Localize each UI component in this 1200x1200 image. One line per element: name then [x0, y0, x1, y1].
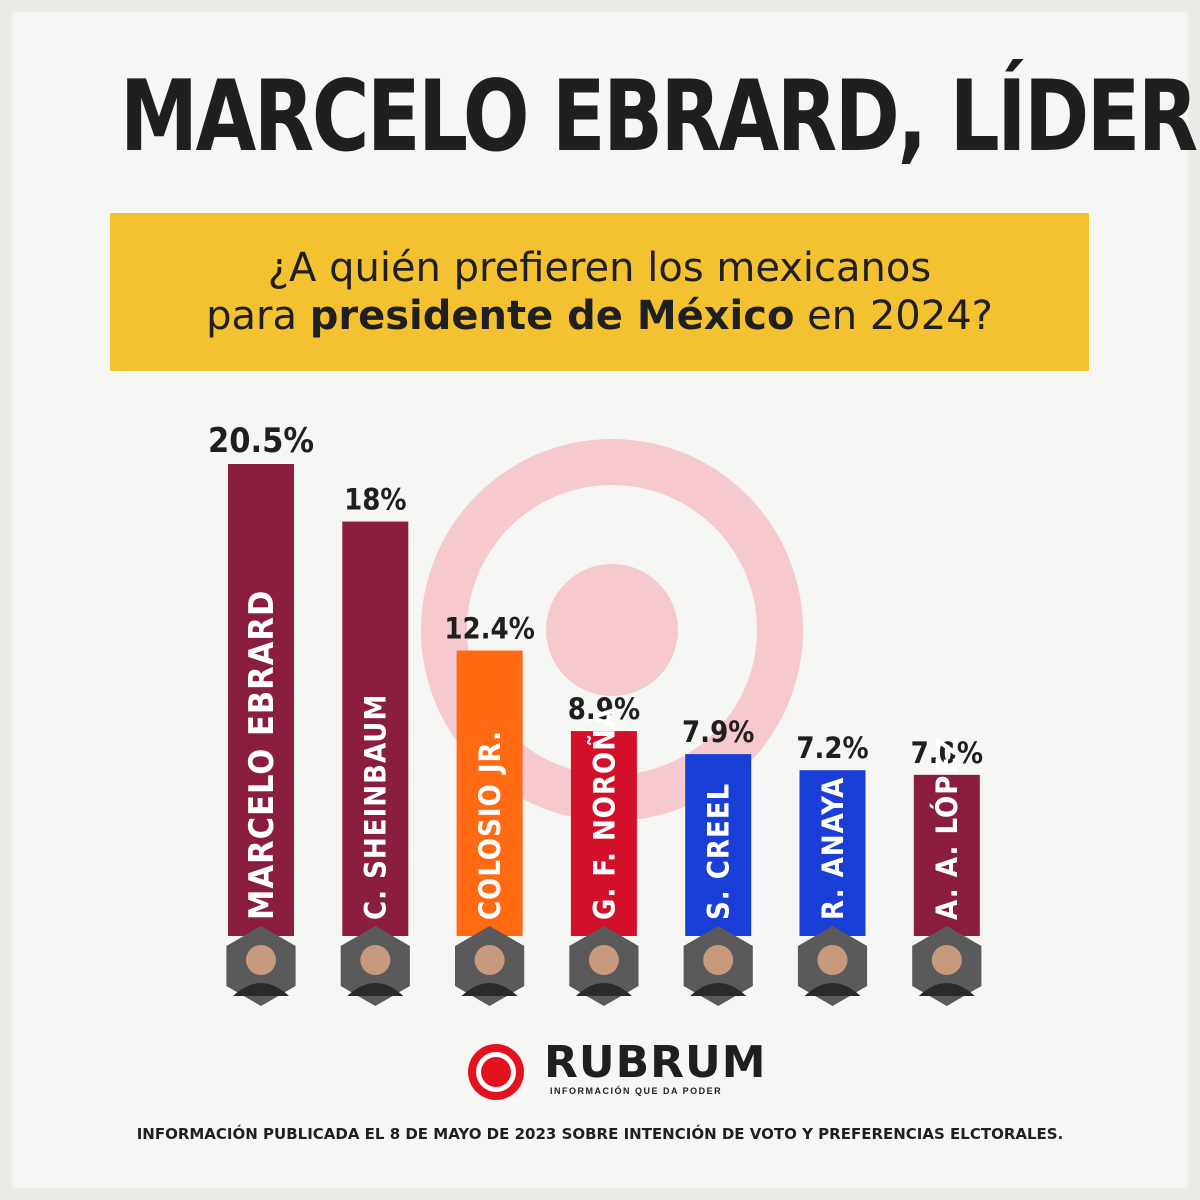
bar-name-label: COLOSIO JR.: [473, 730, 507, 920]
bar-group: 12.4% COLOSIO JR.: [444, 611, 535, 1006]
bar: [913, 774, 980, 936]
logo-word: RUBRUM: [544, 1037, 767, 1088]
bar-name-label: R. ANAYA: [816, 777, 850, 920]
bar-group: 7.2% R. ANAYA: [796, 731, 869, 1006]
bar: [570, 731, 637, 936]
portrait-body: [690, 983, 747, 996]
bar: [685, 754, 752, 936]
portrait-body: [804, 983, 861, 996]
bar-name-label: G. F. NOROÑA: [587, 707, 621, 920]
subtitle-line-2: para presidente de México en 2024?: [206, 292, 993, 340]
portrait-face: [360, 945, 391, 975]
subtitle-line-2-bold: presidente de México: [309, 293, 795, 339]
portrait-face: [931, 945, 962, 975]
value-label: 7.0%: [911, 736, 983, 770]
bar: [799, 770, 866, 936]
portrait-face: [817, 945, 848, 975]
value-label: 8.9%: [568, 692, 640, 726]
subtitle-line-2-post: en 2024?: [794, 293, 993, 339]
bars-layer: 20.5% MARCELO EBRARD 18% C. SHEINBAUM 12.4% C…: [208, 421, 983, 1006]
bar-name-label: MARCELO EBRARD: [242, 590, 282, 920]
portrait-face: [246, 945, 276, 975]
portrait-body: [918, 983, 975, 996]
headline: MARCELO EBRARD, LÍDER: [120, 60, 1198, 174]
bar-group: 20.5% MARCELO EBRARD: [208, 421, 314, 1006]
subtitle-line-2-pre: para: [206, 293, 310, 339]
portrait-face: [588, 945, 619, 975]
logo-tagline: INFORMACIÓN QUE DA PODER: [550, 1086, 723, 1096]
value-label: 20.5%: [208, 421, 314, 461]
portrait-body: [575, 983, 632, 996]
bar-group: 18% C. SHEINBAUM: [340, 483, 410, 1006]
portrait-body: [347, 983, 404, 996]
value-label: 18%: [344, 483, 406, 517]
subtitle-line-1: ¿A quién prefieren los mexicanos: [267, 245, 932, 291]
portrait-face: [474, 945, 505, 975]
portrait-face: [703, 945, 734, 975]
footnote: INFORMACIÓN PUBLICADA EL 8 DE MAYO DE 20…: [136, 1125, 1064, 1143]
portrait-body: [233, 983, 289, 996]
value-label: 7.9%: [682, 715, 754, 749]
subtitle-box: ¿A quién prefieren los mexicanos para pr…: [110, 213, 1089, 371]
bar-group: 7.9% S. CREEL: [682, 715, 754, 1006]
bar-name-label: S. CREEL: [702, 783, 736, 920]
bar: [456, 650, 523, 936]
target-ring-logo-icon: [468, 1044, 524, 1100]
bar: [342, 521, 409, 936]
bar-group: 8.9%G. F. NOROÑA: [568, 692, 640, 1006]
value-label: 7.2%: [796, 731, 868, 765]
value-label: 12.4%: [444, 611, 535, 645]
portrait-body: [461, 983, 518, 996]
bar-name-label: A. A. LÓPEZ: [930, 736, 964, 920]
bar: [228, 464, 294, 936]
bar-name-label: C. SHEINBAUM: [359, 694, 393, 920]
rubrum-logo: RUBRUM INFORMACIÓN QUE DA PODER: [462, 1040, 766, 1100]
bar-group: 7.0%A. A. LÓPEZ: [911, 736, 983, 1006]
